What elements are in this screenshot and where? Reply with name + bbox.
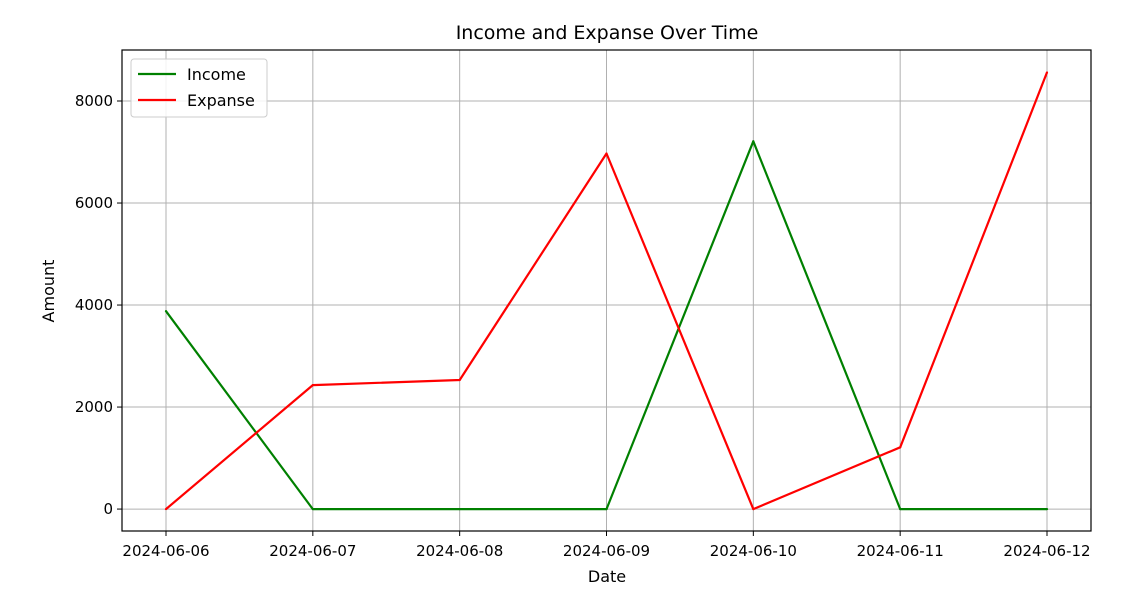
data-point-income	[1045, 507, 1049, 511]
data-point-expanse	[1045, 71, 1049, 74]
data-point-income	[605, 507, 608, 511]
y-tick-label: 0	[103, 500, 113, 518]
data-point-income	[164, 310, 168, 313]
data-point-income	[752, 140, 755, 143]
legend: Income Expanse	[130, 58, 268, 118]
data-point-expanse	[458, 378, 461, 382]
x-axis-ticks: 2024-06-06 2024-06-07 2024-06-08 2024-06-09…	[122, 531, 1091, 560]
y-tick-label: 8000	[75, 92, 113, 110]
data-point-expanse	[311, 384, 314, 387]
x-tick-label: 2024-06-06	[122, 542, 209, 560]
series-group	[164, 71, 1049, 511]
y-tick-label: 6000	[75, 194, 113, 212]
grid-lines	[122, 50, 1091, 531]
data-point-expanse	[605, 152, 608, 155]
data-point-expanse	[164, 507, 168, 511]
y-axis-label: Amount	[39, 260, 58, 323]
data-point-income	[899, 507, 902, 511]
chart-title: Income and Expanse Over Time	[456, 22, 759, 44]
y-axis-ticks: 0 2000 4000 6000 8000	[75, 92, 122, 518]
legend-label-income: Income	[187, 65, 246, 84]
x-tick-label: 2024-06-10	[710, 542, 797, 560]
data-point-income	[311, 507, 314, 511]
data-point-expanse	[899, 446, 902, 449]
data-point-income	[458, 507, 461, 511]
x-tick-label: 2024-06-07	[269, 542, 356, 560]
x-tick-label: 2024-06-11	[857, 542, 944, 560]
x-axis-label: Date	[588, 567, 626, 586]
legend-label-expanse: Expanse	[187, 91, 255, 110]
y-tick-label: 4000	[75, 296, 113, 314]
x-tick-label: 2024-06-09	[563, 542, 650, 560]
x-tick-label: 2024-06-08	[416, 542, 503, 560]
x-tick-label: 2024-06-12	[1003, 542, 1090, 560]
y-tick-label: 2000	[75, 398, 113, 416]
data-point-expanse	[752, 507, 755, 511]
